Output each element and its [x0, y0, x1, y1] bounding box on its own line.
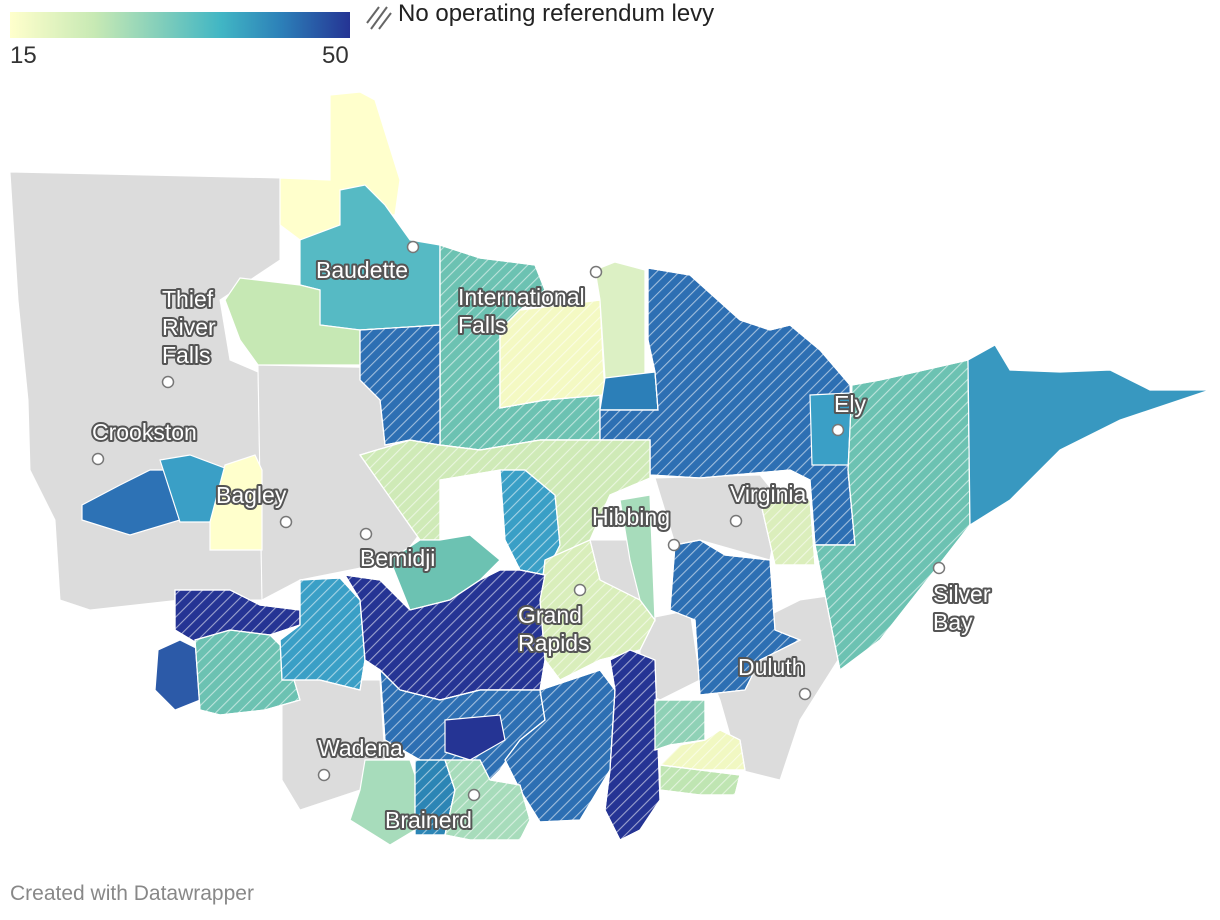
- legend-max-label: 50: [322, 42, 349, 69]
- district-orr: [599, 371, 659, 411]
- district-mcgregor-hatch: [604, 649, 661, 841]
- city-label-virginia: Virginia: [730, 481, 806, 507]
- hatch-swatch-icon: [366, 6, 392, 30]
- legend-min-label: 15: [10, 42, 37, 69]
- district-cook-county: [967, 344, 1211, 527]
- city-marker-ely: [831, 423, 845, 437]
- city-marker-thief-river-falls: [161, 375, 175, 389]
- city-label-bemidji: Bemidji: [360, 545, 435, 571]
- district-hibbing-strip: [619, 494, 656, 622]
- city-marker-silver-bay: [932, 561, 946, 575]
- district-st-louis-county-hatch: [599, 267, 856, 546]
- city-label-brainerd: Brainerd: [385, 807, 472, 833]
- city-marker-bagley: [279, 515, 293, 529]
- district-waubun: [154, 639, 201, 711]
- city-marker-wadena: [317, 768, 331, 782]
- city-label-bagley: Bagley: [216, 482, 287, 508]
- city-marker-hibbing: [667, 538, 681, 552]
- district-kelliher-hatch: [359, 324, 441, 446]
- city-marker-duluth: [798, 687, 812, 701]
- city-marker-bemidji: [359, 527, 373, 541]
- districts: [81, 91, 1211, 846]
- district-laporte-hatch: [279, 577, 366, 691]
- district-floodwood-hatch: [669, 539, 802, 696]
- district-brainerd-hatch: [444, 759, 531, 841]
- city-label-grand-rapids: Grand Rapids: [518, 602, 590, 656]
- city-label-thief-river-falls: Thief River Falls: [162, 286, 216, 368]
- district-mahnomen-hatch: [174, 589, 301, 646]
- district-park-rapids-area-hatch: [194, 629, 301, 716]
- city-marker-international-falls: [589, 265, 603, 279]
- district-wadena-east: [349, 759, 421, 846]
- city-marker-crookston: [91, 452, 105, 466]
- district-international-falls-hatch: [499, 299, 606, 409]
- city-label-international-falls: International Falls: [458, 284, 585, 338]
- district-bagley: [209, 454, 263, 551]
- district-remer-hatch: [504, 669, 616, 823]
- city-marker-grand-rapids: [573, 583, 587, 597]
- district-hill-city: [444, 714, 506, 761]
- city-label-wadena: Wadena: [318, 735, 403, 761]
- hatch-legend-label: No operating referendum levy: [398, 0, 715, 27]
- city-labels: Baudette International Falls Thief River Fa…: [90, 255, 993, 835]
- city-label-silver-bay: Silver Bay: [933, 581, 991, 635]
- district-cromwell-hatch: [654, 699, 706, 751]
- district-blackduck-hatch: [359, 439, 651, 561]
- city-marker-baudette: [406, 240, 420, 254]
- city-label-hibbing: Hibbing: [592, 504, 670, 530]
- district-mountain-iron-hatch: [759, 499, 816, 566]
- city-label-duluth: Duluth: [738, 654, 804, 680]
- color-scale-bar: [10, 12, 350, 38]
- district-moose-lake-hatch: [659, 764, 741, 796]
- district-lake-superior-hatch: [814, 359, 971, 672]
- city-marker-virginia: [729, 514, 743, 528]
- credit-text: Created with Datawrapper: [10, 882, 254, 905]
- district-map: Baudette International Falls Thief River Fa…: [9, 91, 1211, 846]
- city-label-ely: Ely: [834, 391, 866, 417]
- district-walker-hatch: [343, 569, 546, 701]
- city-markers: [91, 240, 946, 802]
- city-label-crookston: Crookston: [92, 419, 197, 445]
- city-marker-brainerd: [467, 788, 481, 802]
- city-label-baudette: Baudette: [316, 257, 408, 283]
